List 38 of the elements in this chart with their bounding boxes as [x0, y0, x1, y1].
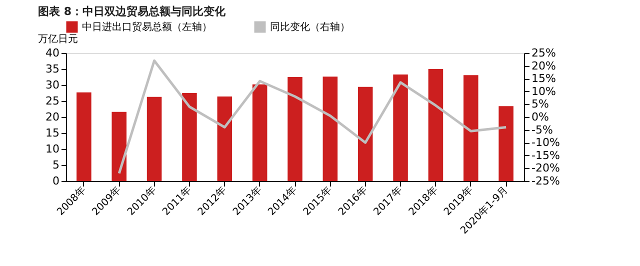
y2-tick-label: -5%	[532, 123, 553, 136]
bar	[288, 77, 302, 181]
y2-tick-label: -20%	[532, 162, 560, 175]
y2-tick-label: 15%	[532, 72, 556, 86]
bar	[146, 96, 162, 181]
y-tick-label: 10	[46, 142, 60, 156]
chart-title: 图表 8：中日双边贸易总额与同比变化	[38, 5, 226, 18]
bar	[217, 96, 232, 181]
bar	[428, 69, 444, 181]
y-tick-label: 40	[46, 46, 60, 60]
y2-tick-label: 5%	[532, 98, 549, 111]
legend-label: 同比变化（右轴）	[270, 21, 350, 33]
legend-label: 中日进出口贸易总额（左轴）	[82, 21, 212, 33]
bar	[252, 84, 268, 181]
y-tick-label: 20	[46, 110, 60, 124]
bar	[76, 92, 92, 181]
y2-tick-label: -15%	[532, 148, 560, 162]
bar	[498, 106, 514, 181]
bar	[322, 76, 338, 181]
bar	[463, 75, 478, 181]
y-tick-label: 30	[46, 78, 60, 92]
bar	[358, 86, 373, 181]
bar	[112, 112, 127, 181]
y2-tick-label: 0%	[532, 110, 549, 124]
y-tick-label: 0	[52, 174, 60, 188]
line-series	[118, 59, 508, 175]
y2-tick-label: -25%	[532, 174, 560, 188]
y2-tick-label: 25%	[532, 46, 556, 60]
y-axis-title: 万亿日元	[38, 34, 78, 45]
y2-tick-label: 20%	[532, 59, 556, 72]
y2-tick-label: 10%	[532, 84, 556, 98]
y-tick-label: 35	[46, 62, 60, 76]
bar	[393, 74, 408, 181]
y-tick-label: 25	[46, 94, 60, 108]
bar	[182, 93, 197, 181]
y-tick-label: 15	[46, 126, 60, 140]
y-tick-label: 5	[52, 158, 60, 172]
y2-tick-label: -10%	[532, 136, 560, 150]
